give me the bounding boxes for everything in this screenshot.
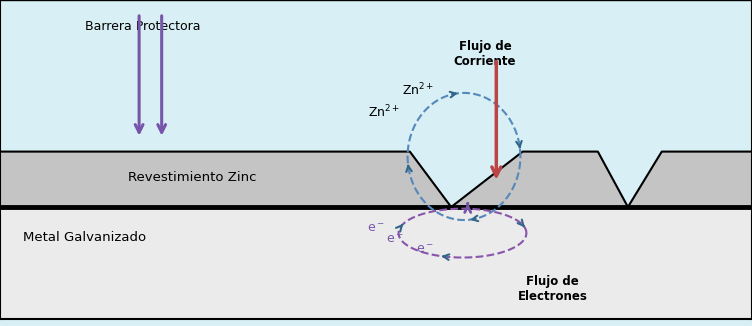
Text: e$^-$: e$^-$ <box>416 243 434 256</box>
Text: Zn$^{2+}$: Zn$^{2+}$ <box>368 104 401 121</box>
Text: Zn$^{2+}$: Zn$^{2+}$ <box>402 82 435 98</box>
Text: e$^-$: e$^-$ <box>367 222 385 235</box>
Text: Revestimiento Zinc: Revestimiento Zinc <box>128 171 256 184</box>
Text: Flujo de
Electrones: Flujo de Electrones <box>518 274 587 303</box>
Text: Flujo de
Corriente: Flujo de Corriente <box>453 40 517 68</box>
Text: Barrera Protectora: Barrera Protectora <box>85 20 201 33</box>
Bar <box>0 207 752 319</box>
Text: Metal Galvanizado: Metal Galvanizado <box>23 231 146 244</box>
Text: e$^-$: e$^-$ <box>386 233 404 246</box>
Polygon shape <box>410 151 523 207</box>
Polygon shape <box>0 152 752 207</box>
